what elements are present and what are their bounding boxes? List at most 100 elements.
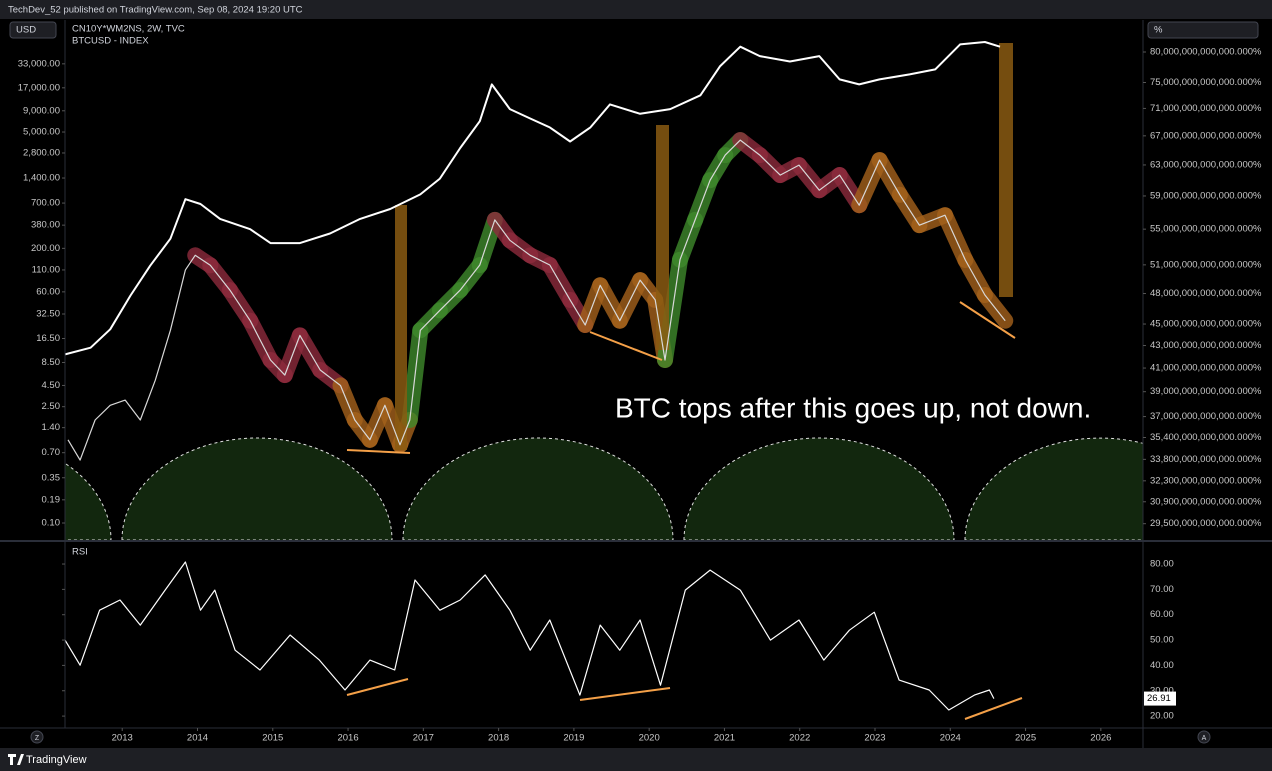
y-tick-label: 200.00 <box>31 243 60 254</box>
y2-tick-label: 71,000,000,000,000.000% <box>1150 103 1262 114</box>
highlight-bar <box>656 125 669 350</box>
pane-title: RSI <box>72 547 88 558</box>
unit-label: USD <box>16 25 36 36</box>
y-tick-label: 1,400.00 <box>23 173 60 184</box>
y-tick-label: 5,000.00 <box>23 127 60 138</box>
y-tick-label: 9,000.00 <box>23 105 60 116</box>
highlight-bar <box>395 205 407 450</box>
y2-tick-label: 29,500,000,000,000.000% <box>1150 518 1262 529</box>
y-tick-label: 16.50 <box>36 333 60 344</box>
x-tick-label: 2025 <box>1015 733 1036 744</box>
cycle-arc <box>65 462 112 540</box>
last-value-box <box>1144 691 1176 706</box>
plot-layer <box>64 41 1006 711</box>
series-line <box>64 41 1001 356</box>
y-tick-label: 0.35 <box>42 472 61 483</box>
x-tick-label: 2018 <box>488 733 509 744</box>
x-tick-label: 2017 <box>413 733 434 744</box>
y-tick-label: 20.00 <box>1150 711 1174 722</box>
unit-button[interactable] <box>1147 21 1259 39</box>
y-tick-label: 0.10 <box>42 518 61 529</box>
y-tick-label: 2.50 <box>42 401 61 412</box>
footer-text: TradingView <box>26 754 87 766</box>
y2-tick-label: 67,000,000,000,000.000% <box>1150 130 1262 141</box>
y2-tick-label: 39,000,000,000,000.000% <box>1150 386 1262 397</box>
cycle-arcs <box>65 437 1143 540</box>
y-tick-label: 30.00 <box>1150 685 1174 696</box>
y-tick-label: 2,800.00 <box>23 147 60 158</box>
cycle-arc <box>683 437 955 540</box>
y2-tick-label: 32,300,000,000,000.000% <box>1150 475 1262 486</box>
y-tick-label: 80.00 <box>1150 559 1174 570</box>
y2-tick-label: 33,800,000,000,000.000% <box>1150 454 1262 465</box>
y2-tick-label: 51,000,000,000,000.000% <box>1150 259 1262 270</box>
scale-button-label: A <box>1202 735 1207 742</box>
x-tick-label: 2014 <box>187 733 208 744</box>
y-tick-label: 110.00 <box>32 264 60 275</box>
y-tick-label: 33,000.00 <box>18 58 60 69</box>
highlight-bar <box>999 43 1013 297</box>
y2-tick-label: 80,000,000,000,000.000% <box>1150 47 1262 58</box>
series-line <box>67 139 1006 461</box>
scale-button[interactable] <box>1197 730 1211 744</box>
y-tick-label: 700.00 <box>31 198 60 209</box>
y2-tick-label: 48,000,000,000,000.000% <box>1150 288 1262 299</box>
header-text: TechDev_52 published on TradingView.com,… <box>8 5 303 16</box>
x-tick-label: 2022 <box>789 733 810 744</box>
legend-entry: BTCUSD - INDEX <box>72 36 149 47</box>
y-tick-label: 60.00 <box>1150 609 1174 620</box>
trend-line <box>964 697 1023 720</box>
y2-tick-label: 35,400,000,000,000.000% <box>1150 432 1262 443</box>
y2-tick-label: 43,000,000,000,000.000% <box>1150 340 1262 351</box>
x-tick-label: 2023 <box>864 733 885 744</box>
y2-tick-label: 41,000,000,000,000.000% <box>1150 363 1262 374</box>
y-tick-label: 50.00 <box>1150 635 1174 646</box>
y-tick-label: 17,000.00 <box>18 82 60 93</box>
y-tick-label: 70.00 <box>1150 584 1174 595</box>
y-tick-label: 0.70 <box>42 447 61 458</box>
x-tick-label: 2021 <box>714 733 735 744</box>
scale-button-label: Z <box>35 735 40 742</box>
unit-label: % <box>1154 25 1163 36</box>
logo <box>8 754 24 765</box>
y2-tick-label: 59,000,000,000,000.000% <box>1150 190 1262 201</box>
x-tick-label: 2013 <box>112 733 133 744</box>
y2-tick-label: 37,000,000,000,000.000% <box>1150 411 1262 422</box>
annotation: BTC tops after this goes up, not down. <box>615 392 1091 423</box>
cycle-arc <box>402 437 674 540</box>
y-tick-label: 8.50 <box>42 357 61 368</box>
x-tick-label: 2015 <box>262 733 283 744</box>
trend-line <box>346 449 411 454</box>
trend-line <box>346 678 409 696</box>
trend-lines <box>346 301 1023 720</box>
last-value-label: 26.91 <box>1147 693 1171 704</box>
footer-bar <box>0 748 1272 771</box>
x-tick-label: 2019 <box>563 733 584 744</box>
y-tick-label: 60.00 <box>36 286 60 297</box>
header-bar <box>0 0 1272 19</box>
y2-tick-label: 55,000,000,000,000.000% <box>1150 224 1262 235</box>
y-tick-label: 1.40 <box>42 422 61 433</box>
x-tick-label: 2024 <box>940 733 961 744</box>
y2-tick-label: 75,000,000,000,000.000% <box>1150 77 1262 88</box>
cycle-arc <box>964 437 1143 540</box>
y-tick-label: 40.00 <box>1150 660 1174 671</box>
x-tick-label: 2016 <box>337 733 358 744</box>
unit-button[interactable] <box>9 21 57 39</box>
legend-entry: CN10Y*WM2NS, 2W, TVC <box>72 24 185 35</box>
y-tick-label: 32.50 <box>36 309 60 320</box>
x-tick-label: 2020 <box>639 733 660 744</box>
trend-line <box>579 687 671 701</box>
y-tick-label: 4.50 <box>42 380 61 391</box>
scale-button[interactable] <box>30 730 44 744</box>
trend-line <box>589 331 663 361</box>
y2-tick-label: 45,000,000,000,000.000% <box>1150 319 1262 330</box>
cycle-arc <box>121 437 393 540</box>
y-tick-label: 380.00 <box>31 220 60 231</box>
y2-tick-label: 63,000,000,000,000.000% <box>1150 159 1262 170</box>
series-line <box>64 561 995 711</box>
